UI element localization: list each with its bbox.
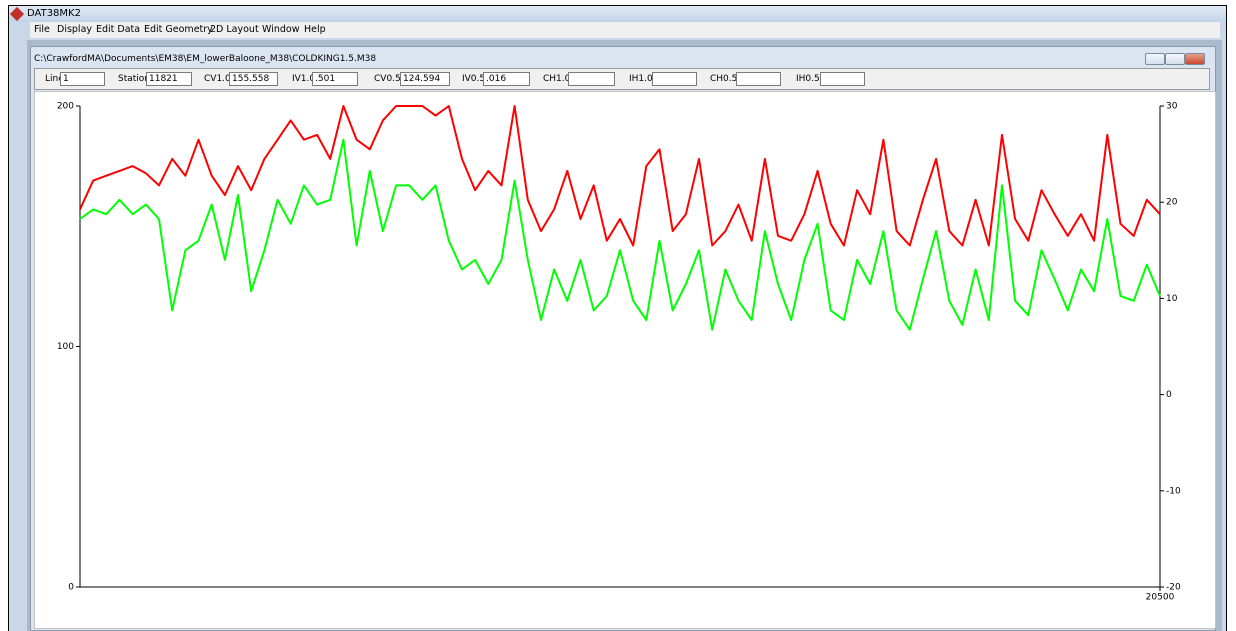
data-line bbox=[79, 138, 1161, 331]
field-label: CV1.0 bbox=[204, 74, 231, 84]
field-label: Line bbox=[45, 74, 64, 84]
field-label: IV1.0 bbox=[292, 74, 316, 84]
field-label: CH1.0 bbox=[543, 74, 571, 84]
app-title-bar: DAT38MK2 bbox=[9, 6, 1226, 22]
minimize-button[interactable] bbox=[1145, 53, 1165, 65]
menu-item[interactable]: Display bbox=[57, 24, 93, 35]
data-line bbox=[79, 105, 1161, 247]
field-label: IV0.5 bbox=[462, 74, 486, 84]
y2-tick-label: -10 bbox=[1166, 486, 1181, 496]
field-label: Station bbox=[118, 74, 150, 84]
menu-item[interactable]: Edit Geometry bbox=[144, 24, 213, 35]
close-button[interactable] bbox=[1185, 53, 1205, 65]
y-tick-label: 0 bbox=[68, 583, 74, 593]
menu-item[interactable]: 2D Layout bbox=[210, 24, 259, 35]
field-input[interactable]: .501 bbox=[312, 72, 358, 86]
y2-tick-label: -20 bbox=[1166, 583, 1181, 593]
y-tick-label: 100 bbox=[57, 342, 74, 352]
x-tick-label: 20500 bbox=[1146, 593, 1175, 603]
field-input[interactable]: 11821 bbox=[146, 72, 192, 86]
menu-item[interactable]: Edit Data bbox=[96, 24, 141, 35]
field-input[interactable]: 155.558 bbox=[229, 72, 278, 86]
y2-tick-label: 20 bbox=[1166, 198, 1178, 208]
menu-item[interactable]: File bbox=[34, 24, 50, 35]
document-title: C:\CrawfordMA\Documents\EM38\EM_lowerBal… bbox=[34, 54, 377, 64]
menu-bar: File Display Edit Data Edit Geometry 2D Layo… bbox=[30, 22, 1220, 38]
field-input[interactable] bbox=[568, 72, 615, 86]
chart: 0 100 200 -20 -10 0 10 20 30 20500 bbox=[34, 91, 1216, 629]
field-label: IH1.0 bbox=[629, 74, 653, 84]
field-input[interactable]: 124.594 bbox=[400, 72, 450, 86]
menu-item[interactable]: Window bbox=[262, 24, 300, 35]
plot-background bbox=[34, 91, 1216, 629]
menu-item[interactable]: Help bbox=[304, 24, 326, 35]
y2-tick-label: 30 bbox=[1166, 102, 1178, 112]
field-input[interactable] bbox=[652, 72, 697, 86]
field-input[interactable]: 1 bbox=[60, 72, 105, 86]
field-label: IH0.5 bbox=[796, 74, 820, 84]
field-label: CV0.5 bbox=[374, 74, 401, 84]
y2-tick-label: 10 bbox=[1166, 294, 1178, 304]
y-tick-label: 200 bbox=[57, 102, 74, 112]
y2-tick-label: 0 bbox=[1166, 390, 1172, 400]
field-label: CH0.5 bbox=[710, 74, 738, 84]
field-input[interactable] bbox=[736, 72, 781, 86]
field-input[interactable] bbox=[820, 72, 865, 86]
app-title: DAT38MK2 bbox=[27, 8, 81, 19]
maximize-button[interactable] bbox=[1165, 53, 1185, 65]
field-input[interactable]: .016 bbox=[483, 72, 530, 86]
